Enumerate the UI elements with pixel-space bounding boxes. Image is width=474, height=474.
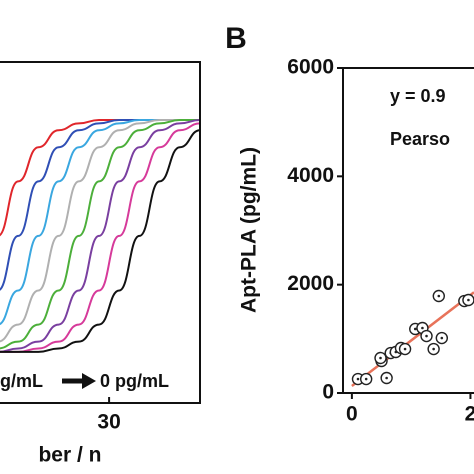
plot-frame bbox=[0, 61, 201, 404]
x-tick-label: 0 bbox=[346, 403, 358, 426]
point bbox=[462, 293, 474, 307]
point bbox=[420, 329, 433, 343]
marker-dot bbox=[385, 376, 388, 380]
marker-dot bbox=[425, 334, 428, 338]
point bbox=[380, 371, 393, 385]
curve bbox=[0, 118, 200, 343]
curve bbox=[0, 122, 201, 353]
x-tick-label: 30 bbox=[97, 411, 120, 434]
marker-dot bbox=[403, 347, 407, 351]
point bbox=[432, 289, 445, 303]
marker-dot bbox=[437, 294, 441, 298]
y-tick-label: 6000 bbox=[287, 56, 334, 79]
curve bbox=[0, 118, 200, 325]
marker-dot bbox=[432, 347, 435, 351]
curve bbox=[0, 129, 201, 353]
x-tick-label: 2 bbox=[465, 403, 474, 426]
curve bbox=[0, 118, 200, 350]
point bbox=[427, 342, 440, 356]
y-tick-label: 0 bbox=[322, 381, 334, 404]
curve bbox=[0, 118, 201, 353]
marker-dot bbox=[413, 327, 417, 331]
point bbox=[374, 351, 387, 365]
arrow bbox=[62, 373, 96, 389]
panel-label: B bbox=[225, 22, 247, 55]
plot-frame bbox=[342, 67, 474, 394]
annotation: Pearso bbox=[390, 129, 450, 149]
point bbox=[359, 372, 373, 386]
y-tick-label: 4000 bbox=[287, 164, 334, 187]
point bbox=[398, 342, 412, 356]
marker-dot bbox=[356, 377, 360, 381]
marker-dot bbox=[379, 356, 382, 360]
marker-dot bbox=[467, 298, 470, 302]
annotation: 0 pg/mL bbox=[100, 371, 169, 391]
curve bbox=[0, 118, 200, 291]
y-tick-label: 2000 bbox=[287, 272, 334, 295]
point bbox=[435, 331, 449, 345]
annotation: g/mL bbox=[0, 371, 43, 391]
marker-dot bbox=[364, 377, 368, 381]
annotation: y = 0.9 bbox=[390, 86, 446, 106]
x-axis-label: ber / n bbox=[38, 444, 101, 467]
marker-dot bbox=[440, 336, 444, 340]
fit-line bbox=[351, 291, 474, 387]
y-axis-label: Apt-PLA (pg/mL) bbox=[238, 147, 261, 313]
marker-dot bbox=[421, 326, 424, 330]
